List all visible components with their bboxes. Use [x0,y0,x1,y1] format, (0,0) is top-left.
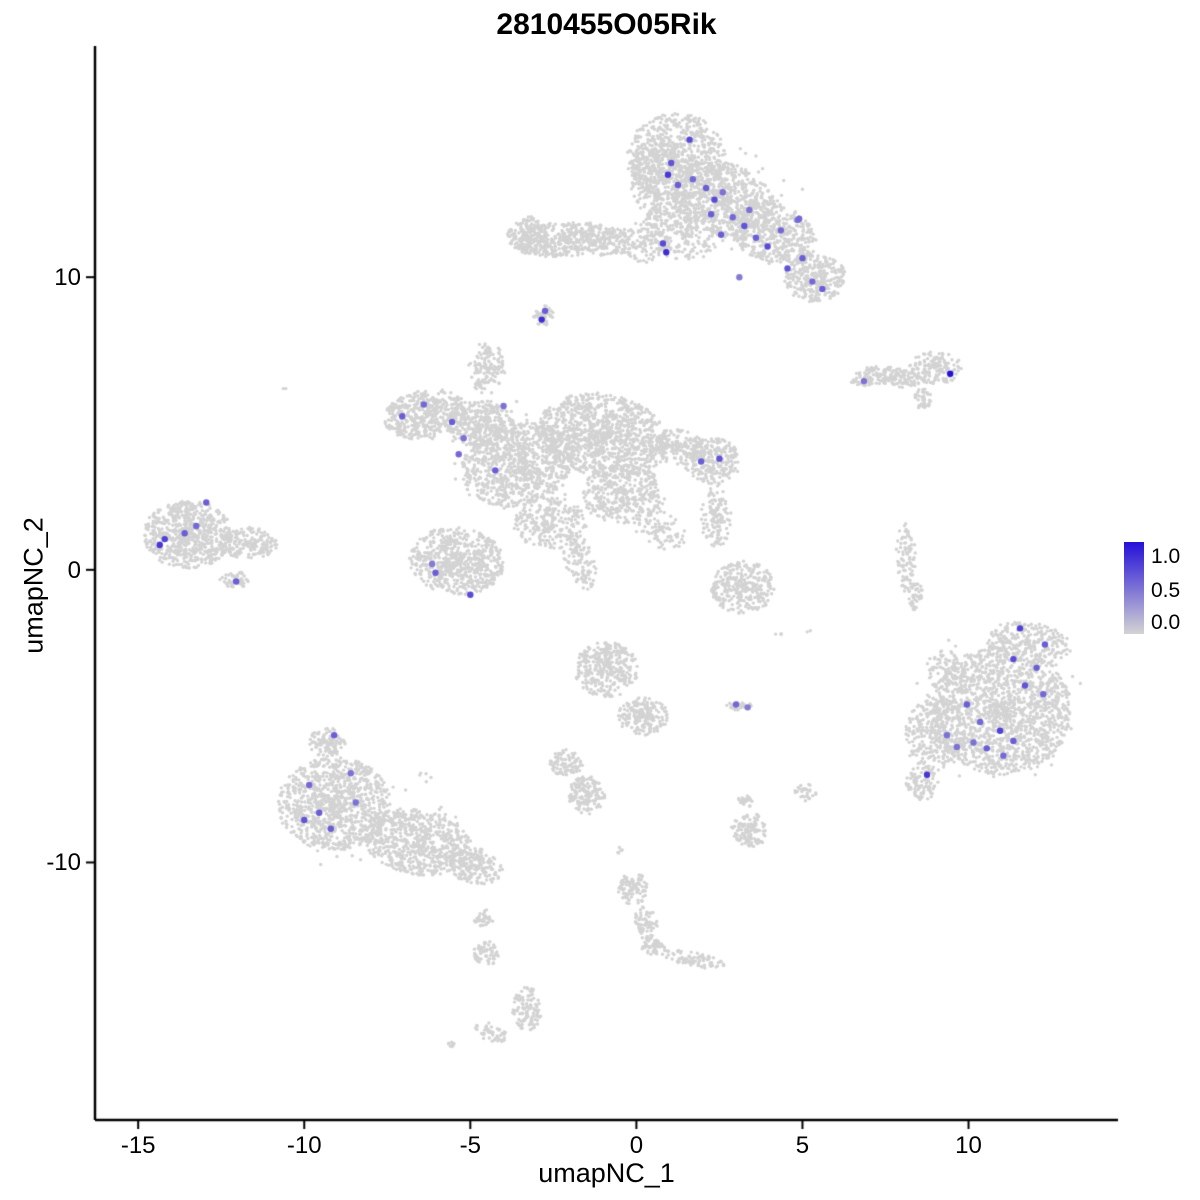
colorbar-gradient [1124,542,1144,634]
y-tick-label: -10 [46,849,81,877]
colorbar-tick-label: 1.0 [1151,545,1181,568]
colorbar-tick-label: 0.0 [1151,611,1181,634]
colorbar-legend: 1.0 0.5 0.0 [1124,542,1200,642]
x-tick-label: 5 [795,1132,810,1159]
y-tick-label: 10 [54,264,81,292]
y-axis-title: umapNC_2 [18,517,49,654]
colorbar-tick-label: 0.5 [1151,579,1181,602]
x-tick-label: -5 [459,1132,481,1159]
x-tick-label: -10 [286,1132,322,1159]
x-axis-title: umapNC_1 [538,1158,675,1188]
x-tick-label: 10 [955,1132,982,1159]
y-tick-label: 0 [67,556,81,584]
x-tick-label: 0 [629,1132,644,1159]
chart-title: 2810455O05Rik [496,8,717,41]
x-tick-label: -15 [120,1132,156,1159]
